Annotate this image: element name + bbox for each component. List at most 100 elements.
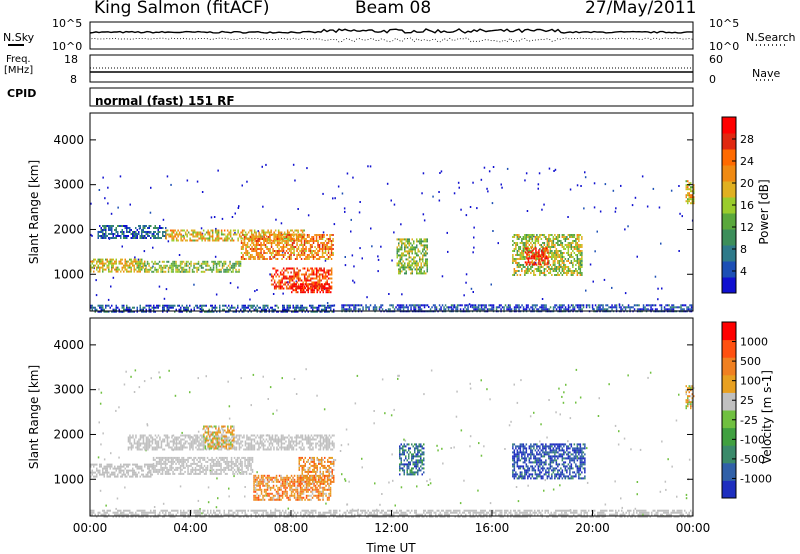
data-cell — [608, 306, 610, 309]
data-cell — [290, 283, 292, 286]
data-cell — [528, 238, 531, 240]
data-cell — [579, 252, 582, 254]
data-cell — [656, 308, 658, 311]
data-cell — [374, 306, 376, 309]
data-cell — [120, 310, 122, 313]
data-cell — [154, 235, 156, 237]
data-cell — [273, 279, 276, 282]
data-cell — [691, 202, 693, 205]
data-cell — [687, 180, 689, 183]
data-cell — [108, 465, 110, 468]
data-cell — [303, 275, 306, 278]
data-cell — [268, 231, 271, 234]
data-cell — [416, 270, 418, 273]
data-cell — [533, 272, 535, 274]
data-cell — [690, 194, 692, 197]
data-cell — [318, 269, 321, 272]
data-cell — [309, 304, 311, 307]
data-cell — [99, 258, 101, 261]
data-cell — [265, 231, 268, 234]
data-cell — [232, 262, 234, 265]
scatter-point — [356, 374, 359, 377]
data-cell — [209, 268, 212, 271]
scatter-point — [275, 218, 277, 221]
data-cell — [138, 448, 140, 451]
data-cell — [184, 308, 186, 311]
data-cell — [141, 258, 143, 261]
data-cell — [513, 234, 516, 236]
data-cell — [530, 234, 532, 236]
data-cell — [141, 266, 143, 269]
data-cell — [186, 310, 188, 313]
data-cell — [530, 306, 532, 309]
data-cell — [148, 434, 151, 437]
data-cell — [214, 304, 216, 307]
data-cell — [404, 242, 406, 245]
data-cell — [270, 258, 273, 260]
data-cell — [323, 234, 325, 236]
data-cell — [284, 269, 286, 272]
data-cell — [112, 467, 114, 470]
data-cell — [315, 234, 318, 236]
power-ylabel: Slant Range [km] — [27, 160, 41, 264]
freq-strip: 18 8 60 0 — [64, 53, 774, 86]
data-cell — [94, 308, 96, 311]
data-cell — [157, 304, 159, 307]
data-cell — [212, 462, 215, 465]
data-cell — [205, 468, 207, 471]
data-cell — [278, 254, 280, 256]
data-cell — [160, 270, 162, 273]
data-cell — [413, 266, 415, 269]
data-cell — [185, 464, 188, 467]
data-cell — [223, 304, 225, 307]
data-cell — [677, 306, 679, 309]
data-cell — [240, 237, 242, 240]
data-cell — [136, 308, 138, 311]
data-cell — [569, 254, 571, 256]
data-cell — [256, 308, 258, 311]
data-cell — [518, 270, 520, 272]
data-cell — [215, 262, 218, 265]
data-cell — [554, 260, 556, 262]
data-cell — [578, 268, 580, 270]
data-cell — [192, 233, 194, 236]
data-cell — [141, 229, 143, 231]
data-cell — [545, 306, 547, 309]
data-cell — [282, 236, 285, 238]
data-cell — [157, 434, 160, 437]
data-cell — [294, 246, 297, 248]
data-cell — [518, 250, 520, 252]
data-cell — [157, 470, 159, 473]
data-cell — [167, 266, 170, 269]
scatter-point — [196, 180, 199, 183]
data-cell — [100, 231, 102, 233]
data-cell — [273, 234, 276, 236]
data-cell — [305, 242, 307, 244]
data-cell — [255, 242, 258, 244]
data-cell — [299, 236, 301, 238]
data-cell — [115, 266, 117, 269]
data-cell — [273, 287, 276, 290]
data-cell — [194, 266, 197, 269]
data-cell — [205, 262, 207, 265]
data-cell — [542, 246, 544, 248]
data-cell — [575, 304, 577, 307]
scatter-point — [603, 278, 606, 281]
scatter-point — [110, 285, 112, 288]
colorbar-segment — [722, 197, 736, 214]
data-cell — [303, 250, 306, 252]
scatter-point — [281, 377, 283, 380]
data-cell — [566, 236, 568, 238]
scatter-point — [627, 374, 629, 377]
data-cell — [327, 291, 329, 294]
scatter-point — [269, 273, 271, 276]
data-cell — [121, 258, 123, 261]
data-cell — [257, 252, 259, 254]
data-cell — [229, 239, 232, 242]
data-cell — [293, 246, 295, 248]
data-cell — [282, 273, 285, 276]
data-cell — [567, 238, 570, 240]
data-cell — [114, 229, 116, 231]
data-cell — [318, 250, 321, 252]
scatter-point — [624, 292, 627, 295]
